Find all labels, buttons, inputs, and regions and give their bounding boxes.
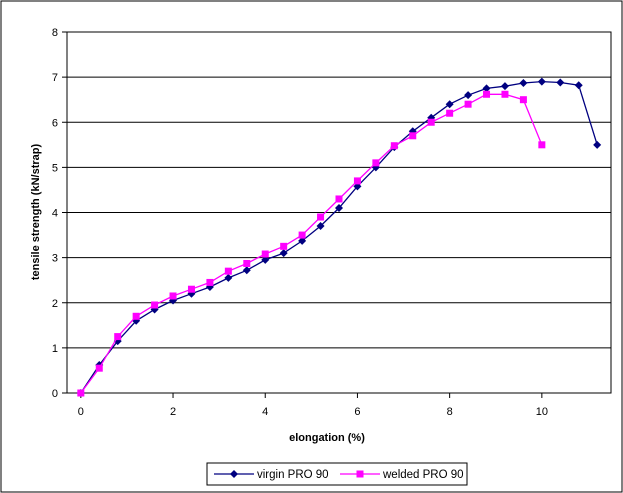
x-axis-title: elongation (%) [289, 432, 365, 444]
data-point [409, 132, 417, 140]
data-point [261, 250, 269, 258]
y-tick-label: 2 [52, 298, 58, 310]
data-point [317, 213, 325, 221]
x-axis-ticks: 0 2 4 6 8 10 [78, 393, 548, 418]
data-point [114, 333, 122, 341]
x-tick-label: 8 [447, 406, 453, 418]
data-point [298, 236, 307, 245]
data-point [335, 203, 343, 212]
data-point [224, 267, 232, 275]
data-point [390, 142, 398, 150]
data-point [353, 177, 361, 185]
x-tick-label: 10 [536, 406, 548, 418]
legend: virgin PRO 90 welded PRO 90 [206, 462, 468, 486]
series-layer [76, 77, 602, 397]
x-tick-label: 0 [78, 406, 84, 418]
legend-label-virgin: virgin PRO 90 [257, 469, 329, 481]
data-point [298, 231, 306, 239]
y-tick-label: 0 [52, 388, 58, 400]
data-point [464, 100, 472, 108]
legend-box [206, 462, 468, 486]
data-point [335, 195, 343, 203]
y-tick-label: 5 [52, 162, 58, 174]
data-point [593, 140, 602, 149]
data-point [169, 292, 177, 300]
x-tick-label: 2 [170, 406, 176, 418]
y-tick-label: 7 [52, 72, 58, 84]
data-point [95, 364, 103, 372]
data-point [372, 159, 380, 167]
legend-marker-virgin [230, 470, 238, 478]
data-point [132, 312, 140, 320]
data-point [446, 109, 454, 117]
data-point [261, 255, 270, 264]
data-point [151, 301, 159, 309]
data-point [279, 249, 288, 258]
data-point [538, 141, 546, 149]
x-tick-label: 6 [354, 406, 360, 418]
data-point [483, 90, 491, 98]
y-axis-ticks: 0 1 2 3 4 5 6 7 8 [52, 27, 67, 400]
data-point [187, 285, 195, 293]
data-point [574, 81, 583, 90]
data-point [224, 273, 233, 282]
series-1 [77, 90, 546, 397]
data-point [77, 389, 85, 397]
data-point [242, 266, 251, 275]
data-point [243, 259, 251, 267]
data-point [464, 91, 473, 100]
y-tick-label: 1 [52, 343, 58, 355]
y-tick-label: 3 [52, 253, 58, 265]
data-point [427, 118, 435, 126]
y-tick-label: 6 [52, 117, 58, 129]
legend-marker-welded [356, 470, 364, 478]
data-point [519, 96, 527, 104]
y-tick-label: 4 [52, 208, 58, 220]
data-point [482, 84, 491, 93]
data-point [556, 78, 565, 87]
data-point [206, 278, 214, 286]
data-point [519, 78, 528, 87]
legend-label-welded: welded PRO 90 [382, 469, 464, 481]
y-axis-title: tensile strength (kN/strap) [30, 144, 42, 281]
data-point [280, 242, 288, 250]
data-point [445, 100, 454, 109]
data-point [537, 77, 546, 86]
data-point [500, 82, 509, 91]
data-point [316, 222, 325, 231]
y-tick-label: 8 [52, 27, 58, 39]
data-point [501, 90, 509, 98]
x-tick-label: 4 [262, 406, 268, 418]
